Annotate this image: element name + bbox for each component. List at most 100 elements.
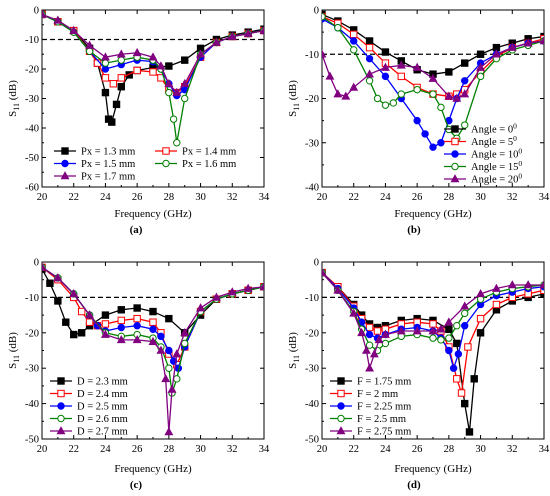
legend-entry-3: Px = 1.5 mm	[54, 159, 135, 170]
series-point	[243, 283, 253, 292]
series-point	[349, 308, 359, 317]
series-point	[116, 49, 126, 58]
series-group	[322, 267, 544, 436]
legend-label: D = 2.3 mm	[77, 377, 128, 388]
series-point	[165, 88, 173, 97]
series-point	[227, 31, 237, 40]
series-point	[460, 89, 470, 98]
series-point	[148, 52, 158, 61]
legend-marker	[57, 389, 65, 398]
series-point	[322, 267, 327, 276]
series-point	[109, 80, 118, 88]
legend-marker	[450, 174, 460, 183]
series-point	[133, 314, 141, 323]
series-point	[181, 56, 189, 64]
x-tick-label: 20	[317, 192, 328, 203]
y-tick-label: 0	[314, 258, 319, 269]
series-point	[165, 62, 173, 70]
series-point	[365, 323, 374, 332]
series-point	[101, 59, 110, 67]
series-point	[507, 42, 517, 51]
y-tick-label: -20	[305, 328, 319, 339]
series-point	[365, 77, 374, 85]
legend-entry-1: F = 1.75 mm	[330, 377, 411, 388]
series-point	[53, 15, 63, 24]
legend-marker	[61, 159, 69, 168]
series-point	[69, 25, 79, 34]
series-point	[397, 72, 405, 81]
legend-marker	[337, 402, 345, 410]
series-point	[350, 37, 358, 45]
legend-label: F = 1.75 mm	[357, 377, 411, 388]
series-point	[53, 273, 63, 282]
legend-label: Px = 1.3 mm	[81, 147, 135, 158]
legend-marker	[162, 147, 170, 155]
series-point	[77, 329, 86, 337]
legend-label: Angle = 150	[471, 159, 522, 173]
y-tick-label: -50	[305, 435, 319, 446]
legend-label: D = 2.7 mm	[77, 427, 128, 438]
x-tick-label: 30	[475, 192, 486, 203]
legend-entry-1: Px = 1.3 mm	[54, 147, 135, 158]
legend-entry-3: D = 2.5 mm	[50, 402, 128, 413]
series-point	[259, 281, 264, 291]
series-point	[100, 52, 110, 61]
series-point	[334, 24, 342, 32]
series-point	[461, 309, 469, 318]
series-point	[437, 139, 445, 147]
series-point	[322, 12, 326, 21]
series-point	[211, 37, 221, 46]
series-point	[164, 78, 174, 88]
x-tick-label: 34	[539, 444, 550, 455]
legend: Px = 1.3 mm Px = 1.4 mm Px = 1.5 mm Px = 1.…	[54, 147, 236, 183]
legend-marker	[57, 377, 65, 385]
series-point	[445, 334, 453, 342]
series-point	[389, 99, 398, 107]
series-point	[85, 47, 94, 55]
series-point	[381, 72, 390, 81]
series-point	[133, 304, 141, 312]
series-point	[428, 73, 438, 82]
panel-label: (a)	[130, 224, 143, 236]
series-point	[365, 363, 375, 372]
series-point	[373, 327, 382, 335]
series-point	[132, 335, 142, 344]
y-tick-label: -10	[305, 293, 319, 304]
series-point	[437, 336, 445, 344]
series-point	[461, 59, 469, 67]
series-point	[349, 82, 359, 91]
legend-entry-2: F = 2 mm	[330, 389, 398, 400]
series-point	[365, 341, 374, 349]
series-group	[42, 262, 264, 436]
y-tick-label: -30	[25, 94, 39, 105]
series-point	[365, 37, 374, 45]
series-point	[380, 329, 390, 338]
series-point	[461, 121, 469, 129]
y-tick-label: -40	[305, 183, 319, 194]
legend-entry-3: Angle = 100	[444, 147, 522, 161]
x-tick-label: 26	[132, 444, 143, 455]
series-point	[108, 118, 116, 126]
legend-label: F = 2.5 mm	[357, 414, 406, 425]
series-point	[461, 322, 469, 330]
y-axis-label: S11 (dB)	[7, 80, 21, 117]
panel-label: (d)	[407, 479, 421, 491]
legend-label: Angle = 00	[471, 122, 517, 136]
legend-marker	[57, 402, 65, 410]
legend-entry-2: Angle = 50	[444, 134, 517, 148]
x-axis-label: Frequency (GHz)	[394, 208, 472, 220]
series-point	[436, 324, 446, 333]
series-point	[412, 62, 422, 71]
series-point	[149, 68, 157, 76]
legend-entry-2: D = 2.4 mm	[50, 389, 128, 400]
series-line-2	[322, 16, 544, 97]
series-point	[243, 28, 253, 37]
series-point	[374, 335, 384, 344]
legend: F = 1.75 mmF = 2 mm F = 2.25 mmF = 2.5 mm…	[330, 377, 411, 438]
legend-marker	[61, 147, 69, 155]
series-point	[539, 36, 544, 45]
series-point	[325, 71, 335, 80]
series-point	[453, 322, 461, 330]
y-axis-label: S11 (dB)	[7, 332, 21, 369]
